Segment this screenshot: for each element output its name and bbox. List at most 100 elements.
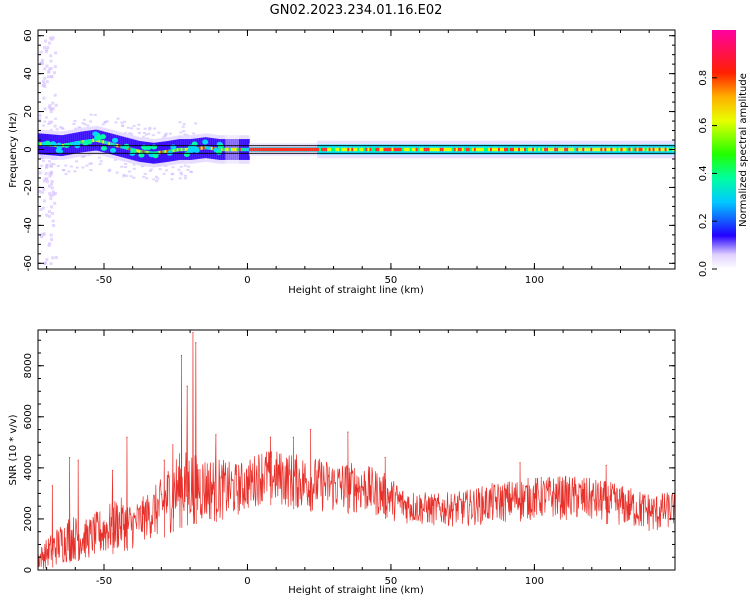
spectrogram-noise-cell [132, 125, 136, 128]
spectrogram-blob [215, 149, 222, 155]
spectrogram-core-cell [329, 147, 333, 152]
spectrogram-noise-cell [130, 133, 134, 136]
spectrogram-core-cell [78, 140, 81, 145]
spectrogram-core-cell [650, 147, 654, 152]
spectrogram-noise-cell [50, 182, 54, 186]
spectrogram-core-cell [552, 147, 555, 152]
spectrogram-noise-cell [88, 162, 92, 165]
spectrogram-core-cell [142, 150, 146, 154]
spectrogram-core-cell [170, 149, 174, 153]
spectrogram-core-cell [427, 147, 431, 152]
spectrogram-noise-cell [183, 133, 187, 136]
spectrogram-core-cell [393, 147, 397, 152]
spectrogram-noise-cell [178, 177, 182, 180]
spectrogram-blob [100, 134, 107, 140]
spectrogram-core-cell [315, 147, 318, 152]
spectrogram-noise-cell [142, 175, 146, 178]
spectrogram-heatmap [38, 36, 675, 266]
snr-frame [37, 329, 676, 571]
spectrogram-noise-cell [125, 174, 129, 177]
spectrogram-core-cell [345, 147, 349, 152]
spectrogram-noise-cell [43, 120, 47, 123]
spectrogram-core-cell [508, 147, 511, 152]
spectrogram-core-cell [140, 149, 144, 154]
spectrogram-core-cell [580, 147, 584, 152]
spectrogram-noise-cell [44, 39, 48, 43]
spectrogram-core-cell [174, 148, 178, 152]
spectrogram-noise-cell [40, 164, 44, 167]
spectrogram-core-cell [483, 147, 487, 152]
spectrogram-core-cell [528, 147, 531, 152]
spectrogram-noise-cell [47, 160, 51, 163]
colorbar-tick-label: 0.2 [698, 213, 709, 229]
spectrogram-core-cell [162, 150, 166, 154]
snr-ytick-label: 8000 [23, 353, 34, 378]
spectrogram-noise-cell [48, 120, 52, 124]
spectrogram-core-cell [128, 147, 132, 151]
spectrogram-noise-cell [53, 201, 57, 205]
spectrogram-core-cell [503, 147, 507, 152]
spectrogram-noise-cell [143, 127, 147, 130]
spectrogram-noise-cell [44, 116, 48, 119]
spectrogram-noise-cell [123, 120, 127, 123]
spectrogram-core-cell [570, 147, 574, 152]
snr-ytick-label: 2000 [23, 506, 34, 531]
spectrogram-blob [202, 139, 209, 145]
spectrogram-noise-cell [126, 126, 130, 129]
spectrogram-noise-cell [42, 159, 46, 162]
spectrogram-noise-cell [72, 122, 76, 125]
spectrogram-noise-cell [53, 65, 57, 69]
spectrogram-noise-cell [121, 124, 125, 127]
spectrogram-noise-cell [50, 179, 54, 183]
spectrogram-noise-cell [50, 238, 54, 242]
spectrogram-ytick-label: -60 [23, 255, 34, 271]
spectrogram-core-cell [546, 147, 549, 152]
spectrogram-noise-cell [144, 133, 148, 136]
spectrogram-core-cell [447, 147, 451, 152]
spectrogram-core-cell [640, 147, 644, 152]
spectrogram-noise-cell [183, 177, 187, 180]
snr-series [38, 331, 675, 569]
spectrogram-core-cell [560, 147, 564, 152]
spectrogram-noise-cell [48, 171, 52, 175]
spectrogram-blob [123, 143, 130, 149]
spectrogram-noise-cell [45, 177, 49, 181]
spectrogram-noise-cell [89, 113, 93, 116]
spectrogram-blob [152, 153, 159, 159]
spectrogram-blob [130, 148, 137, 154]
spectrogram-blob [86, 139, 93, 145]
spectrogram-noise-cell [39, 207, 43, 211]
spectrogram-noise-cell [43, 46, 47, 50]
colorbar-label: Normalized spectral amplitude [738, 73, 749, 227]
spectrogram-noise-cell [43, 76, 47, 80]
spectrogram-core-cell [590, 147, 594, 152]
spectrogram-core-cell [399, 147, 403, 152]
spectrogram-core-cell [68, 142, 71, 147]
spectrogram-noise-cell [114, 121, 118, 124]
spectrogram-noise-cell [116, 117, 120, 120]
spectrogram-noise-cell [45, 258, 49, 262]
spectrogram-noise-cell [38, 113, 42, 117]
spectrogram-core-cell [664, 147, 668, 152]
spectrogram-core-cell [172, 148, 176, 153]
spectrogram-noise-cell [49, 107, 53, 111]
spectrogram-noise-cell [45, 48, 49, 52]
snr-ytick-label: 4000 [23, 455, 34, 480]
spectrogram-core-cell [104, 140, 108, 145]
spectrogram-core-cell [114, 143, 118, 147]
spectrogram-core-cell [158, 150, 162, 155]
spectrogram-core-cell [495, 147, 499, 152]
spectrogram-noise-cell [47, 105, 51, 109]
spectrogram-noise-cell [137, 123, 141, 126]
spectrogram-core-cell [403, 147, 407, 152]
spectrogram-core-cell [289, 147, 292, 152]
spectrogram-noise-cell [186, 168, 190, 171]
spectrogram-core-cell [520, 147, 523, 152]
spectrogram-ytick-label: -20 [23, 179, 34, 195]
spectrogram-noise-cell [123, 166, 127, 169]
spectrogram-noise-cell [49, 110, 53, 114]
spectrogram-noise-cell [50, 212, 54, 216]
spectrogram-core-cell [254, 147, 258, 152]
spectrogram-noise-cell [154, 175, 158, 178]
spectrogram-core-cell [363, 147, 367, 152]
